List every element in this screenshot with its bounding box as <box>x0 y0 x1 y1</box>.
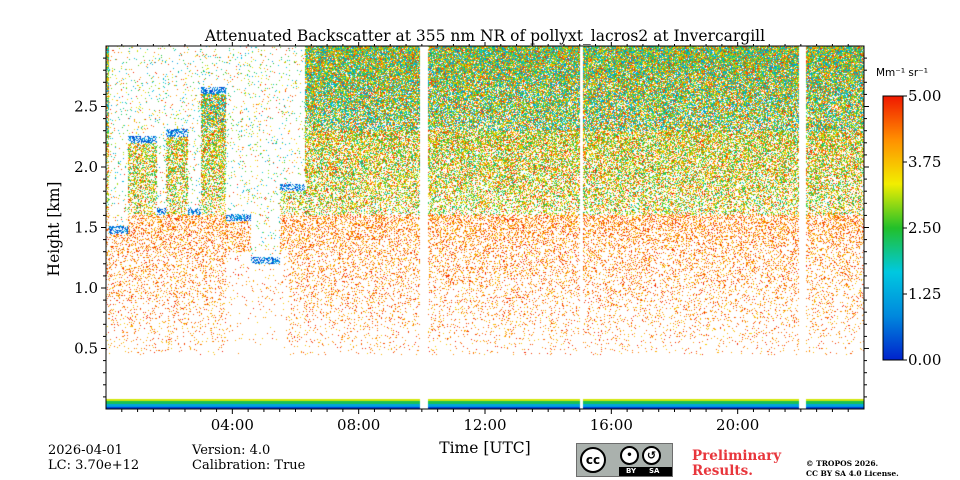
colorbar-tick-label: 1.25 <box>908 285 941 303</box>
share-alike-icon: ↺ <box>642 446 661 465</box>
plot-area <box>105 45 865 410</box>
colorbar-tick-label: 0.00 <box>908 351 941 369</box>
colorbar-tick-label: 3.75 <box>908 153 941 171</box>
x-tick-label: 04:00 <box>211 416 254 434</box>
y-tick-label: 0.5 <box>74 340 98 358</box>
colorbar-gradient <box>882 95 904 361</box>
colorbar: Mm⁻¹ sr⁻¹ 0.00 1.25 2.50 3.75 5.00 <box>876 67 941 369</box>
y-tick-label: 2.5 <box>74 98 98 116</box>
x-tick-label: 16:00 <box>590 416 633 434</box>
footer-version: Version: 4.0 <box>192 443 271 458</box>
license-note: © TROPOS 2026. CC BY SA 4.0 License. <box>806 459 899 479</box>
x-axis: 04:00 08:00 12:00 16:00 20:00 <box>121 42 849 434</box>
x-tick-label: 08:00 <box>337 416 380 434</box>
colorbar-tick-label: 5.00 <box>908 87 941 105</box>
footer-date: 2026-04-01 <box>48 443 123 458</box>
backscatter-heatmap <box>106 46 864 409</box>
y-axis: 0.5 1.0 1.5 2.0 2.5 <box>74 57 869 398</box>
y-axis-label: Height [km] <box>45 182 63 277</box>
preliminary-line2: Results. <box>692 463 753 479</box>
colorbar-tick-label: 2.50 <box>908 219 941 237</box>
person-icon: • <box>620 446 639 465</box>
y-tick-label: 1.5 <box>74 219 98 237</box>
footer-version-calibration: Version: 4.0 Calibration: True <box>192 443 305 473</box>
preliminary-results-note: Preliminary Results. <box>692 449 781 479</box>
chart-title: Attenuated Backscatter at 355 nm NR of p… <box>204 27 765 45</box>
colorbar-unit: Mm⁻¹ sr⁻¹ <box>876 67 928 79</box>
y-tick-label: 2.0 <box>74 158 98 176</box>
x-tick-label: 12:00 <box>463 416 506 434</box>
license-line2: CC BY SA 4.0 License. <box>806 469 899 478</box>
cc-sa-text: SA <box>649 467 660 475</box>
footer-lc: LC: 3.70e+12 <box>48 458 140 473</box>
cc-license-badge: cc • ↺ BY SA <box>576 443 673 477</box>
preliminary-line1: Preliminary <box>692 448 782 464</box>
y-tick-label: 1.0 <box>74 279 98 297</box>
license-line1: © TROPOS 2026. <box>806 459 879 468</box>
cc-by-text: BY <box>626 467 637 475</box>
x-axis-label: Time [UTC] <box>439 439 530 457</box>
cc-badge-strip: BY SA <box>619 467 672 476</box>
footer-date-lc: 2026-04-01 LC: 3.70e+12 <box>48 443 139 473</box>
cc-icon: cc <box>580 447 606 473</box>
x-tick-label: 20:00 <box>716 416 759 434</box>
footer-calibration: Calibration: True <box>192 458 306 473</box>
